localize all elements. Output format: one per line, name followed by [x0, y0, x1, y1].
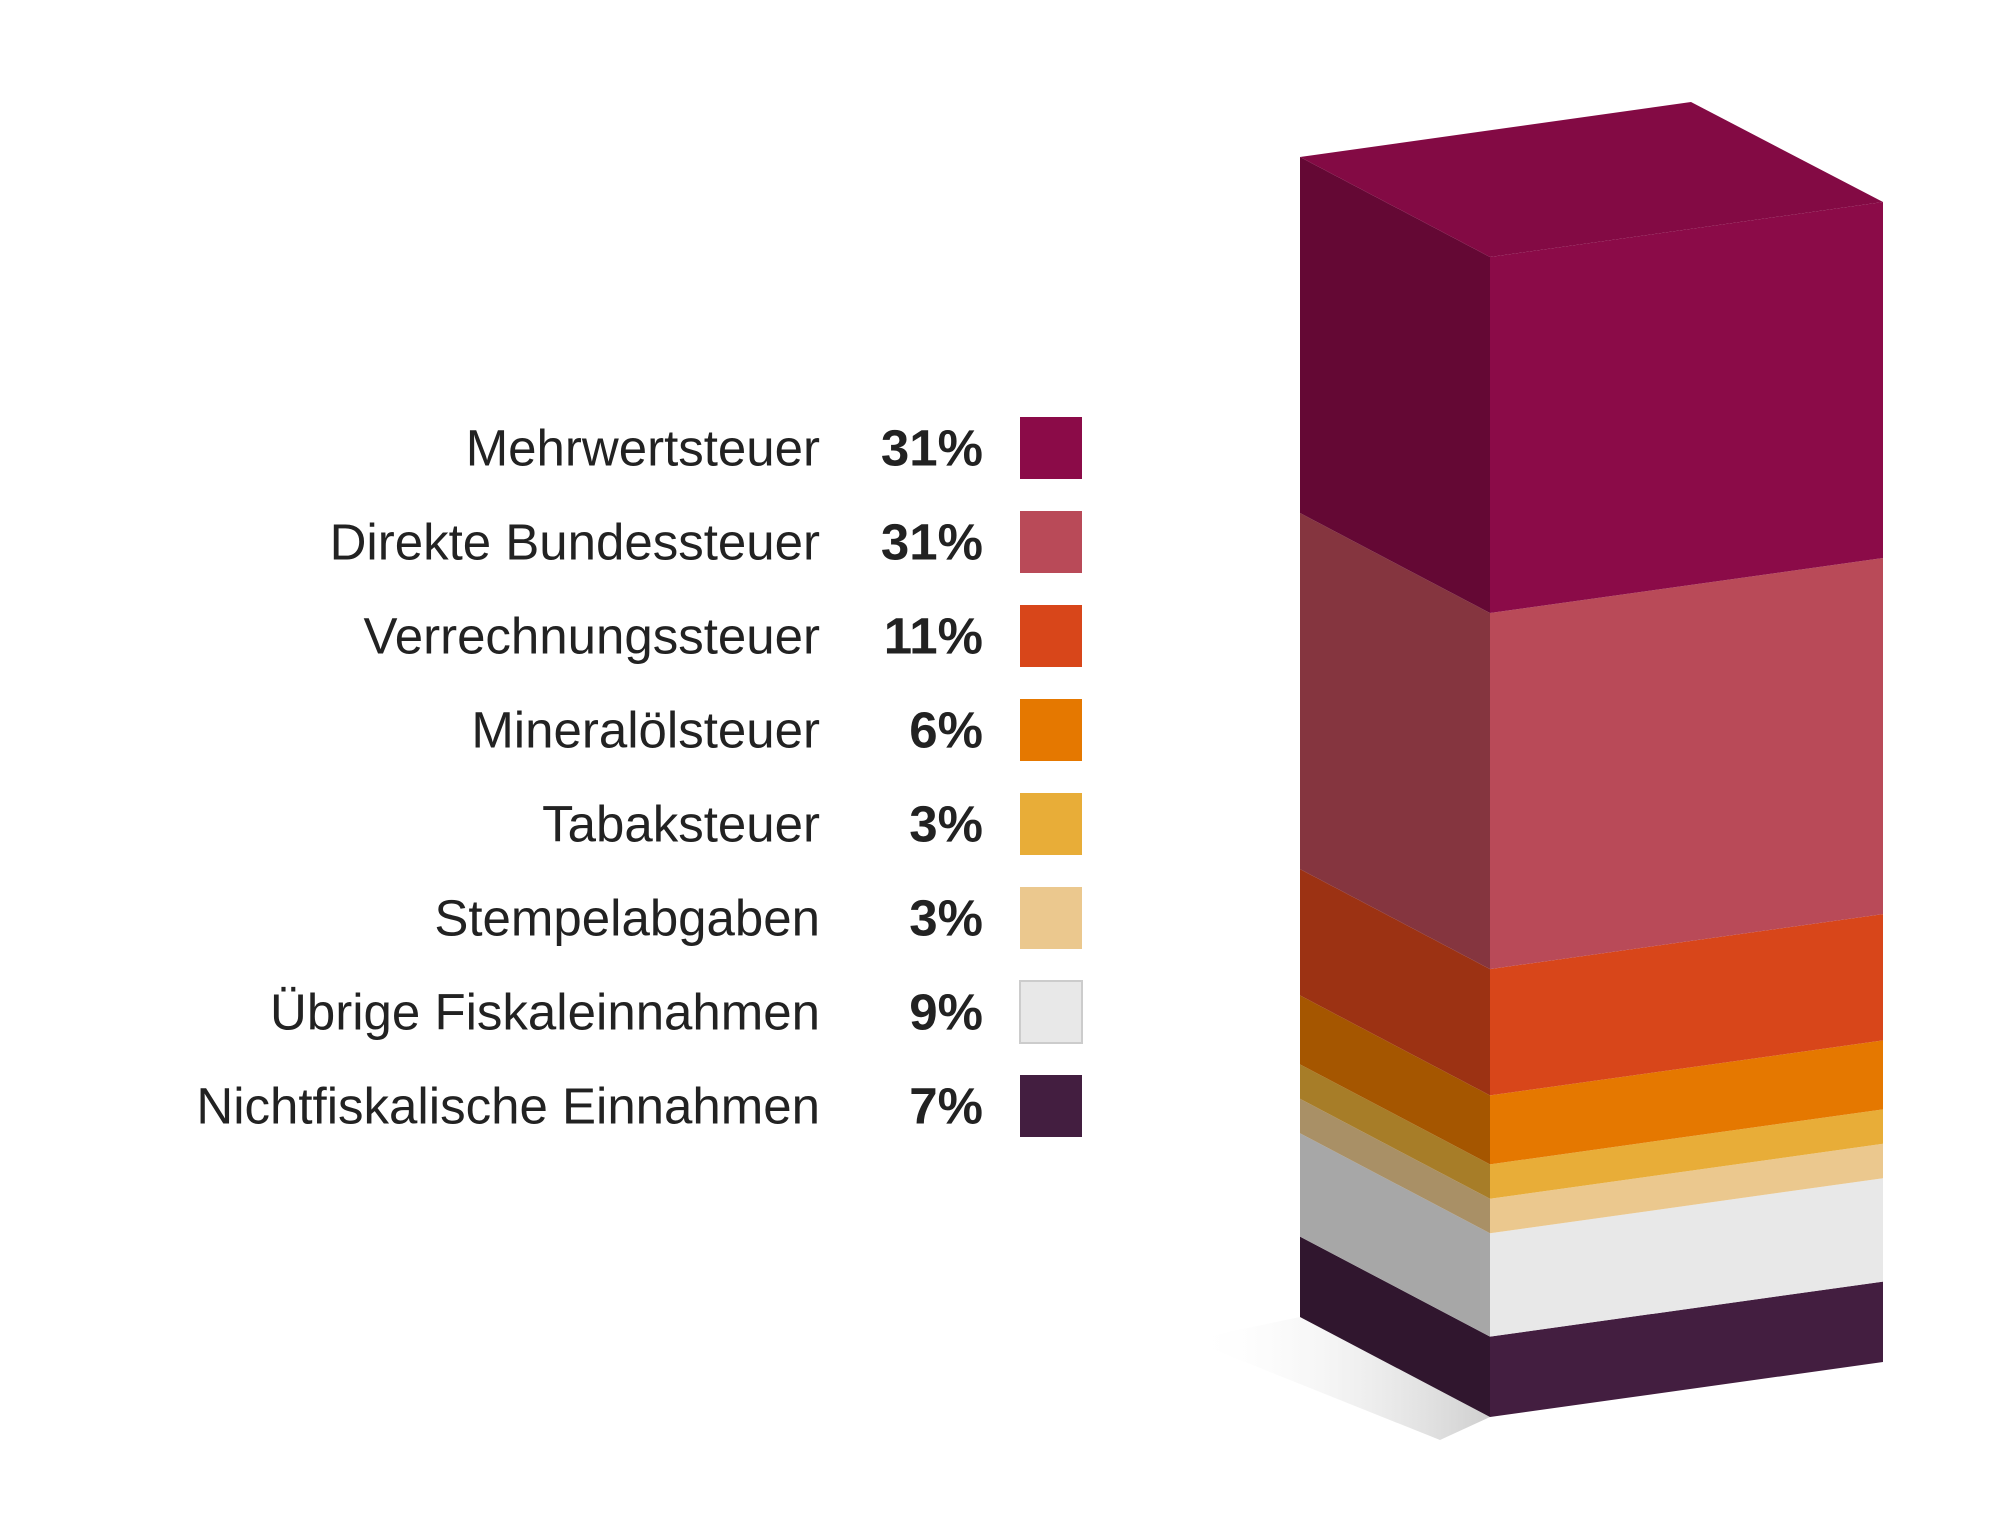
segment-front: [1490, 202, 1883, 614]
segment-front: [1490, 1040, 1883, 1165]
segment-front: [1490, 1178, 1883, 1337]
segment-side: [1300, 1133, 1490, 1337]
legend: Mehrwertsteuer 31% Direkte Bundessteuer 31%…: [196, 417, 1083, 1137]
segment-front: [1490, 1143, 1883, 1234]
segment-front: [1490, 914, 1883, 1096]
legend-label: Stempelabgaben: [434, 889, 820, 946]
legend-swatch: [1020, 1075, 1082, 1137]
legend-swatch: [1020, 417, 1082, 479]
value-label: 11%: [884, 607, 983, 664]
legend-swatch: [1019, 980, 1083, 1044]
segment-side: [1300, 513, 1490, 970]
shadow: [1190, 1317, 1490, 1440]
segment-front: [1490, 1281, 1883, 1417]
legend-swatch: [1020, 793, 1082, 855]
legend-label: Übrige Fiskaleinnahmen: [270, 983, 820, 1040]
segment-front: [1490, 558, 1883, 970]
segment-side: [1300, 1098, 1490, 1234]
legend-swatch: [1020, 699, 1082, 761]
value-label: 7%: [909, 1077, 983, 1134]
segment-side: [1300, 995, 1490, 1165]
segment-side: [1300, 1236, 1490, 1417]
segment-side: [1300, 1064, 1490, 1199]
segment-side: [1300, 157, 1490, 614]
legend-swatch: [1020, 887, 1082, 949]
segment-front: [1490, 1109, 1883, 1199]
legend-label: Mineralölsteuer: [471, 701, 820, 758]
value-label: 3%: [909, 795, 983, 852]
value-label: 31%: [881, 513, 983, 570]
legend-swatch: [1020, 605, 1082, 667]
column-top: [1300, 102, 1883, 257]
legend-label: Nichtfiskalische Einnahmen: [196, 1077, 820, 1134]
column: [1300, 102, 1883, 1417]
value-label: 9%: [909, 983, 983, 1040]
segment-side: [1300, 869, 1490, 1096]
legend-label: Mehrwertsteuer: [466, 419, 820, 476]
value-label: 3%: [909, 889, 983, 946]
value-label: 31%: [881, 419, 983, 476]
legend-swatch: [1020, 511, 1082, 573]
legend-label: Direkte Bundessteuer: [330, 513, 820, 570]
legend-label: Tabaksteuer: [542, 795, 820, 852]
value-label: 6%: [909, 701, 983, 758]
legend-label: Verrechnungssteuer: [364, 607, 820, 664]
